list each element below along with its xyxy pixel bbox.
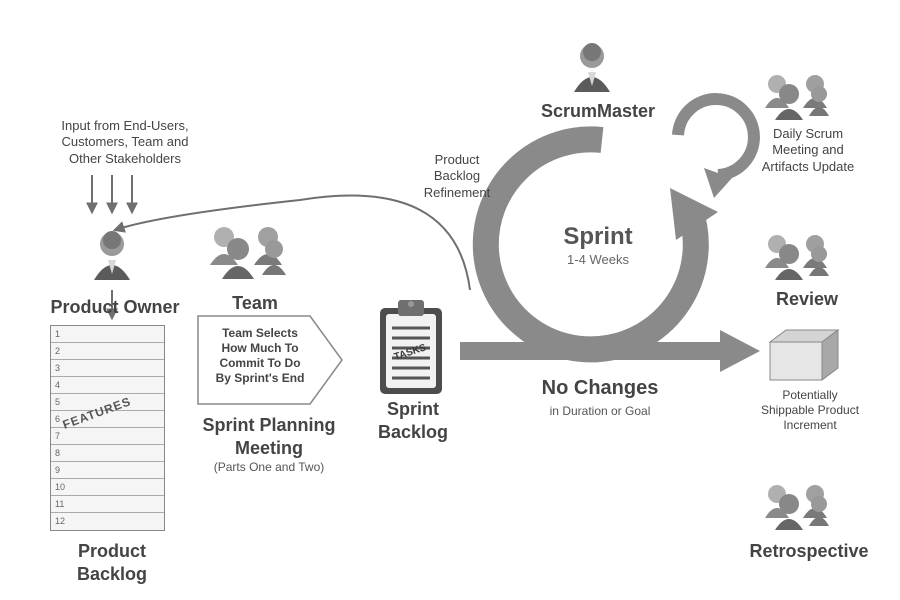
daily-team-icon [765,75,829,120]
team-selects-text: Team SelectsHow Much ToCommit To DoBy Sp… [204,326,316,386]
team-label: Team [210,292,300,315]
backlog-row: 8 [51,445,164,462]
no-changes-title: No Changes [542,377,659,399]
retrospective-label: Retrospective [744,540,874,563]
increment-box-icon [770,330,838,380]
sprint-backlog-label: SprintBacklog [366,398,460,443]
input-arrows [92,175,132,212]
increment-label: PotentiallyShippable ProductIncrement [740,388,880,433]
backlog-row: 4 [51,377,164,394]
backlog-row: 12 [51,513,164,530]
backlog-row: 11 [51,496,164,513]
backlog-row: 2 [51,343,164,360]
input-text: Input from End-Users,Customers, Team and… [40,118,210,167]
refinement-arrow [115,196,470,290]
review-label: Review [760,288,854,311]
backlog-row: 10 [51,479,164,496]
team-icon [210,227,286,279]
daily-loop-icon [678,99,754,198]
product-backlog-list: FEATURES 123456789101112 [50,325,165,531]
no-changes-sub: in Duration or Goal [550,404,651,418]
sprint-sub: 1-4 Weeks [528,252,668,268]
sprint-title: Sprint [528,222,668,252]
product-backlog-label: ProductBacklog [62,540,162,585]
backlog-row: 3 [51,360,164,377]
backlog-row: 9 [51,462,164,479]
product-owner-label: Product Owner [50,296,180,319]
product-owner-icon [94,231,130,280]
refinement-label: ProductBacklogRefinement [412,152,502,201]
daily-scrum-label: Daily ScrumMeeting andArtifacts Update [748,126,868,175]
retro-team-icon [765,485,829,530]
scrummaster-label: ScrumMaster [528,100,668,123]
sprint-planning-sub: (Parts One and Two) [184,460,354,475]
backlog-row: 1 [51,326,164,343]
review-team-icon [765,235,829,280]
clipboard-icon: TASKS [380,300,442,394]
sprint-planning-title: Sprint PlanningMeeting [184,414,354,459]
scrummaster-icon [574,43,610,92]
no-changes-block: No Changes in Duration or Goal [490,376,710,421]
